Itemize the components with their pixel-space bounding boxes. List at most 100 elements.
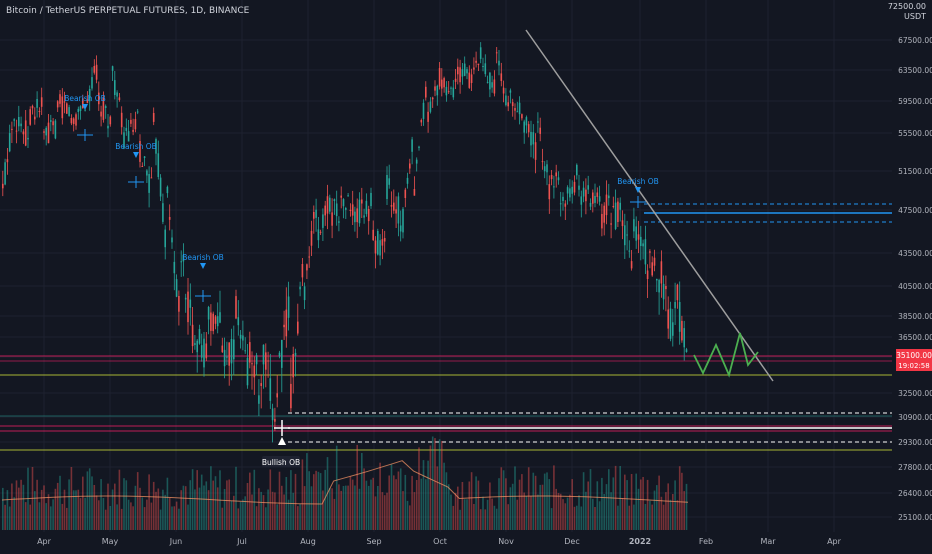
- volume-bar: [598, 501, 601, 530]
- candle-body: [230, 339, 233, 364]
- candle-body: [383, 238, 386, 242]
- volume-bar: [6, 490, 9, 530]
- volume-bar: [249, 472, 251, 530]
- candle-body: [114, 80, 116, 95]
- candle-body: [381, 239, 384, 246]
- volume-bar: [534, 475, 537, 530]
- time-tick-label: Feb: [699, 537, 713, 546]
- price-tick-label: 51500.00: [898, 167, 932, 176]
- candle-body: [555, 172, 557, 177]
- price-tick-label: 59500.00: [898, 97, 932, 106]
- candle-body: [82, 98, 84, 109]
- volume-bar: [210, 466, 212, 530]
- candle-body: [271, 408, 274, 421]
- volume-bar: [61, 503, 64, 530]
- candle-body: [347, 195, 349, 197]
- candle-body: [331, 212, 333, 226]
- volume-bar: [52, 499, 54, 530]
- volume-bar: [313, 474, 315, 530]
- candle-body: [365, 200, 368, 215]
- volume-bar: [550, 508, 553, 530]
- grid: [0, 0, 892, 532]
- candle-body: [34, 116, 36, 120]
- volume-bar: [56, 482, 59, 530]
- price-tick-label: 25100.00: [898, 513, 932, 522]
- volume-bar: [306, 453, 308, 530]
- candle-body: [543, 166, 546, 172]
- price-tick-label: 40500.00: [898, 282, 932, 291]
- volume-bar: [674, 480, 676, 530]
- time-tick-label: Oct: [433, 537, 447, 546]
- volume-bar: [120, 508, 123, 530]
- candle-body: [537, 121, 539, 123]
- candle-body: [166, 186, 169, 194]
- price-tick-label: 30900.00: [898, 413, 932, 422]
- bullish-ob-label-bg: [262, 456, 300, 467]
- volume-bar: [395, 479, 397, 530]
- current-price-tag: [896, 349, 932, 371]
- volume-bar: [166, 477, 169, 530]
- volume-bar: [621, 498, 624, 530]
- volume-bar: [230, 501, 233, 530]
- volume-bar: [205, 481, 208, 530]
- candle-body: [667, 309, 669, 329]
- volume-bar: [276, 504, 278, 530]
- volume-bar: [530, 495, 532, 530]
- volume-bar: [587, 481, 589, 530]
- candle-body: [459, 67, 461, 83]
- volume-bar: [338, 484, 340, 530]
- descending-trendline: [525, 29, 774, 382]
- volume-bar: [541, 484, 544, 530]
- volume-bar: [15, 480, 18, 530]
- candle-body: [203, 338, 205, 368]
- currency-code: USDT: [904, 12, 926, 21]
- candle-body: [425, 86, 427, 98]
- volume-bar: [527, 467, 530, 530]
- volume-bar: [255, 506, 258, 530]
- candle-body: [406, 177, 409, 184]
- volume-bar: [685, 483, 688, 530]
- candle-body: [665, 286, 667, 290]
- volume-bar: [667, 483, 669, 530]
- volume-bar: [653, 490, 656, 530]
- candle-body: [244, 350, 246, 352]
- volume-bar: [555, 488, 557, 530]
- volume-bar: [516, 499, 519, 530]
- candle-body: [75, 114, 77, 126]
- volume-bar: [425, 479, 427, 530]
- candle-body: [441, 79, 443, 89]
- volume-bar: [402, 491, 404, 530]
- candle-body: [219, 312, 221, 323]
- candle-body: [672, 322, 674, 336]
- volume-bar: [473, 504, 475, 530]
- candle-body: [66, 103, 68, 114]
- volume-bar: [159, 509, 162, 530]
- candle-body: [235, 296, 237, 319]
- candle-body: [662, 283, 665, 300]
- candle-body: [130, 119, 132, 124]
- volume-bar: [8, 506, 11, 530]
- candle-body: [493, 79, 496, 94]
- candle-body: [598, 196, 601, 202]
- candle-body: [635, 226, 637, 241]
- candle-body: [436, 85, 439, 96]
- volume-bar: [500, 467, 503, 530]
- volume-bar: [146, 499, 148, 530]
- volume-bar: [212, 480, 214, 530]
- candles: [2, 42, 688, 443]
- candle-body: [52, 121, 54, 126]
- volume-bar: [459, 509, 461, 530]
- candle-body: [479, 47, 482, 59]
- time-tick-label: Dec: [564, 537, 579, 546]
- candle-body: [509, 90, 512, 93]
- volume-bar: [148, 474, 150, 530]
- candle-body: [585, 189, 587, 202]
- candle-body: [159, 177, 162, 197]
- volume-bar: [265, 507, 267, 530]
- candle-body: [500, 73, 503, 81]
- candle-body: [342, 199, 345, 207]
- candle-body: [422, 102, 425, 119]
- volume-bar: [518, 479, 521, 530]
